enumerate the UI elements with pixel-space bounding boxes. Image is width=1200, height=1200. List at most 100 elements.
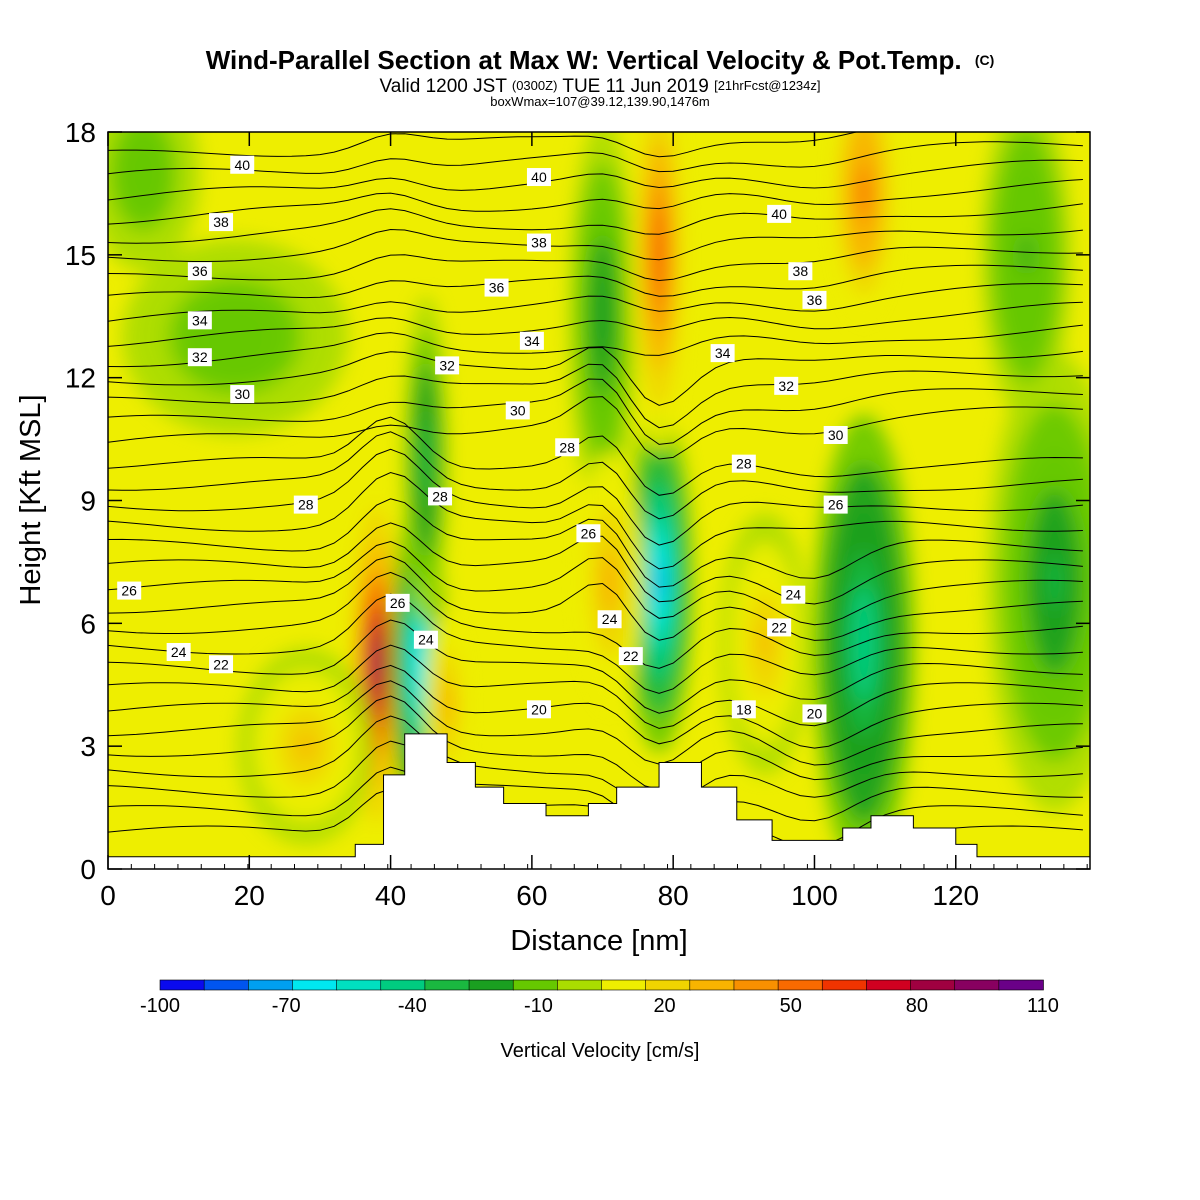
theta-label: 32 (774, 376, 799, 395)
theta-label-text: 32 (439, 357, 455, 373)
theta-label-box (187, 262, 212, 281)
theta-label-text: 24 (418, 632, 434, 648)
theta-label: 34 (519, 331, 544, 350)
theta-contour-line (108, 593, 1083, 694)
velocity-contour-band (136, 161, 151, 185)
theta-label: 40 (230, 155, 255, 174)
x-tick-label: 120 (932, 880, 979, 911)
x-tick-label: 40 (375, 880, 406, 911)
theta-contour-line (108, 695, 1083, 791)
theta-label-text: 36 (489, 280, 505, 296)
theta-label: 38 (209, 213, 234, 232)
theta-label: 32 (187, 348, 212, 367)
velocity-feature-updraft (830, 132, 898, 325)
colorbar-swatch (866, 979, 912, 991)
theta-label-text: 26 (390, 595, 406, 611)
x-tick-label: 80 (658, 880, 689, 911)
theta-label-box (117, 581, 142, 600)
theta-label: 24 (597, 610, 622, 629)
theta-contour-line (108, 228, 1083, 262)
theta-label: 36 (484, 278, 509, 297)
velocity-contour-band (415, 643, 423, 685)
theta-label: 38 (788, 262, 813, 281)
colorbar-tick-label: 20 (653, 995, 675, 1017)
theta-label-box (781, 585, 806, 604)
colorbar-tick-label: 50 (780, 995, 802, 1017)
theta-label: 24 (781, 585, 806, 604)
theta-label-text: 26 (121, 583, 137, 599)
theta-label: 30 (505, 401, 530, 420)
theta-label: 38 (526, 233, 551, 252)
velocity-feature-downdraft (986, 353, 1090, 812)
theta-label-box (731, 700, 756, 719)
theta-label-text: 28 (559, 439, 575, 455)
theta-label: 26 (117, 581, 142, 600)
velocity-feature-downdraft (108, 132, 200, 272)
theta-label-text: 34 (524, 333, 540, 349)
theta-label-box (618, 647, 643, 666)
theta-contour-line (108, 246, 1083, 282)
colorbar-title: Vertical Velocity [cm/s] (501, 1040, 700, 1062)
theta-label-box (774, 376, 799, 395)
theta-label: 32 (435, 356, 460, 375)
theta-label: 28 (293, 495, 318, 514)
theta-label: 24 (413, 630, 438, 649)
colorbar-swatch (557, 979, 603, 991)
theta-label-text: 38 (213, 214, 229, 230)
theta-label-text: 26 (581, 525, 597, 541)
colorbar-tick-label: -40 (398, 995, 427, 1017)
theta-label-text: 24 (171, 644, 187, 660)
theta-label-box (413, 630, 438, 649)
velocity-contour-band (297, 734, 314, 758)
theta-label: 40 (526, 168, 551, 187)
theta-label-text: 36 (192, 263, 208, 279)
theta-contour-line (108, 301, 1083, 347)
copyright-mark: (C) (975, 52, 994, 68)
velocity-contour-band (655, 231, 663, 279)
theta-label-text: 22 (623, 648, 639, 664)
theta-label-text: 32 (192, 349, 208, 365)
velocity-feature-downdraft (813, 414, 915, 869)
theta-label: 24 (166, 642, 191, 661)
colorbar-swatch (777, 979, 824, 991)
colorbar-swatch (468, 979, 514, 991)
theta-label: 26 (823, 495, 848, 514)
theta-label-box (710, 344, 735, 363)
terrain (108, 733, 1090, 869)
theta-labels: 40 38 36 34 32 30 28 26 24 22 40 38 36 34 32 30 28 26 24 22… (117, 155, 848, 723)
theta-label-box (526, 233, 551, 252)
theta-contour-line (108, 324, 1083, 368)
theta-contour-line (108, 740, 1083, 838)
theta-label-text: 30 (510, 402, 526, 418)
theta-label: 22 (767, 618, 792, 637)
velocity-contour-band (373, 645, 380, 684)
theta-label: 34 (187, 311, 212, 330)
theta-label: 20 (802, 704, 827, 723)
theta-label: 22 (618, 647, 643, 666)
theta-label-text: 40 (771, 206, 787, 222)
theta-contour-line (108, 715, 1083, 816)
theta-label-text: 22 (213, 656, 229, 672)
colorbar-swatch (645, 979, 691, 991)
velocity-feature-downdraft (568, 132, 637, 513)
velocity-feature-updraft (237, 647, 374, 845)
theta-label-box (555, 438, 580, 457)
y-tick-label: 3 (80, 731, 96, 762)
theta-label-box (187, 311, 212, 330)
theta-contour-line (108, 346, 1083, 406)
colorbar-swatch (424, 979, 470, 991)
theta-label: 28 (428, 487, 453, 506)
colorbar-tick-label: -10 (524, 995, 553, 1017)
theta-contour-line (108, 664, 1083, 749)
theta-label-box (526, 700, 551, 719)
velocity-feature-downdraft (122, 238, 349, 435)
theta-label-text: 26 (828, 497, 844, 513)
theta-contour-line (108, 378, 1083, 445)
theta-contour-line (108, 540, 1083, 626)
theta-label-box (576, 524, 601, 543)
theta-label-box (484, 278, 509, 297)
theta-contour-line (108, 264, 1083, 299)
theta-label-box (767, 618, 792, 637)
